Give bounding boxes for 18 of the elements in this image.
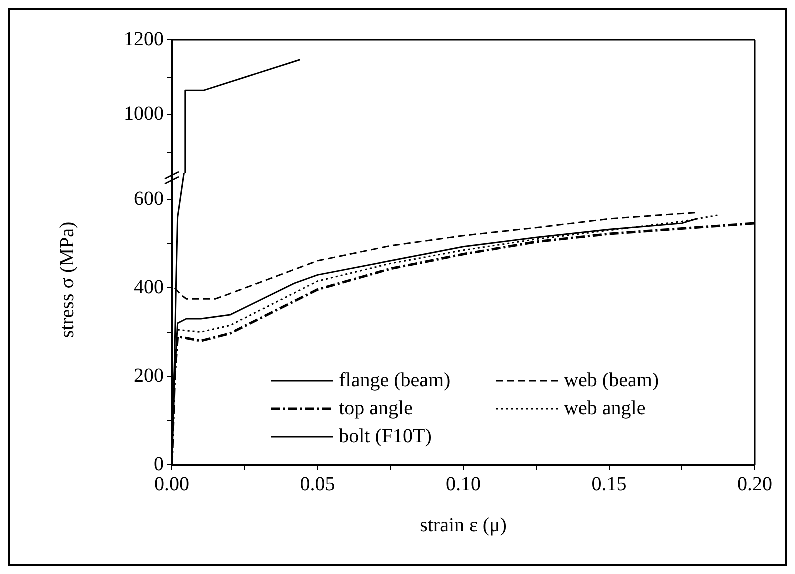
x-tick-label: 0.20 [738,473,772,496]
legend-label: web angle [564,397,646,420]
x-axis-title: strain ε (μ) [420,514,507,536]
y-tick-label: 600 [134,188,164,210]
legend-label: bolt (F10T) [339,425,432,448]
y-axis-title: stress σ (MPa) [56,222,80,338]
y-tick-label: 200 [134,364,164,387]
y-tick-label: 1200 [124,28,164,50]
legend-label: web (beam) [564,369,660,392]
x-tick-label: 0.05 [300,473,336,496]
legend-label: flange (beam) [339,369,451,392]
x-tick-label: 0.15 [592,473,627,496]
y-tick-label: 0 [154,453,164,476]
x-tick-label: 0.10 [446,473,481,496]
legend-label: top angle [339,397,414,420]
y-tick-label: 400 [134,276,164,298]
x-tick-label: 0.00 [154,473,190,496]
y-tick-label: 1000 [124,103,164,126]
